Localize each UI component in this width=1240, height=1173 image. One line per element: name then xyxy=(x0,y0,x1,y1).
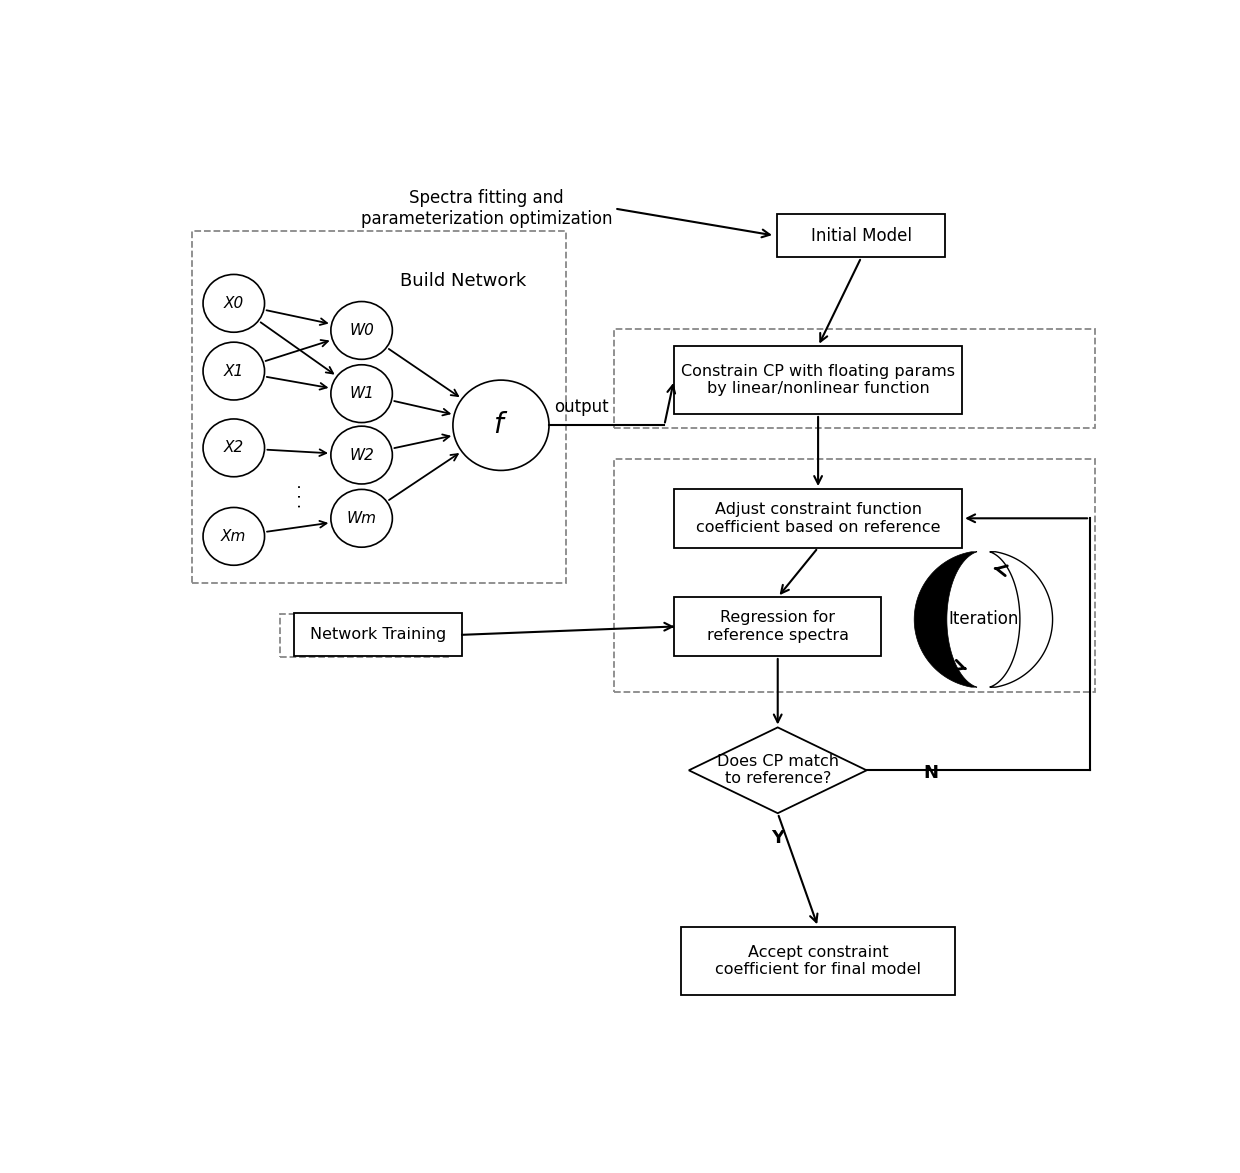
Circle shape xyxy=(203,274,264,332)
FancyBboxPatch shape xyxy=(191,231,567,583)
Text: Spectra fitting and
parameterization optimization: Spectra fitting and parameterization opt… xyxy=(361,189,613,228)
FancyBboxPatch shape xyxy=(675,346,962,414)
FancyBboxPatch shape xyxy=(675,489,962,548)
Text: Y: Y xyxy=(771,829,784,847)
Text: W2: W2 xyxy=(350,448,374,462)
Text: Does CP match
to reference?: Does CP match to reference? xyxy=(717,754,838,787)
Circle shape xyxy=(331,365,392,422)
Text: X1: X1 xyxy=(223,364,244,379)
Polygon shape xyxy=(990,551,1053,687)
Circle shape xyxy=(453,380,549,470)
FancyBboxPatch shape xyxy=(777,213,945,257)
Text: W1: W1 xyxy=(350,386,374,401)
Text: Initial Model: Initial Model xyxy=(811,226,911,245)
FancyBboxPatch shape xyxy=(675,597,882,656)
Text: · · ·: · · · xyxy=(294,483,309,508)
FancyBboxPatch shape xyxy=(614,459,1095,692)
Text: Regression for
reference spectra: Regression for reference spectra xyxy=(707,610,848,643)
Text: Constrain CP with floating params
by linear/nonlinear function: Constrain CP with floating params by lin… xyxy=(681,364,955,396)
Text: Build Network: Build Network xyxy=(401,272,526,290)
Text: output: output xyxy=(554,399,609,416)
Text: X2: X2 xyxy=(223,440,244,455)
Circle shape xyxy=(203,343,264,400)
Text: Accept constraint
coefficient for final model: Accept constraint coefficient for final … xyxy=(715,944,921,977)
FancyBboxPatch shape xyxy=(280,613,448,657)
Circle shape xyxy=(203,419,264,476)
Text: X0: X0 xyxy=(223,296,244,311)
FancyBboxPatch shape xyxy=(294,613,463,657)
Text: Xm: Xm xyxy=(221,529,247,544)
Circle shape xyxy=(331,426,392,484)
Text: Wm: Wm xyxy=(347,510,377,526)
FancyBboxPatch shape xyxy=(681,927,955,995)
Text: Network Training: Network Training xyxy=(310,628,446,643)
Polygon shape xyxy=(689,727,867,813)
Text: N: N xyxy=(924,764,939,782)
Polygon shape xyxy=(914,551,977,687)
Circle shape xyxy=(331,301,392,359)
Circle shape xyxy=(331,489,392,547)
Text: $\mathit{f}$: $\mathit{f}$ xyxy=(494,412,508,439)
Text: W0: W0 xyxy=(350,323,374,338)
Circle shape xyxy=(203,508,264,565)
FancyBboxPatch shape xyxy=(614,328,1095,428)
Text: Adjust constraint function
coefficient based on reference: Adjust constraint function coefficient b… xyxy=(696,502,940,535)
Text: Iteration: Iteration xyxy=(949,610,1018,629)
